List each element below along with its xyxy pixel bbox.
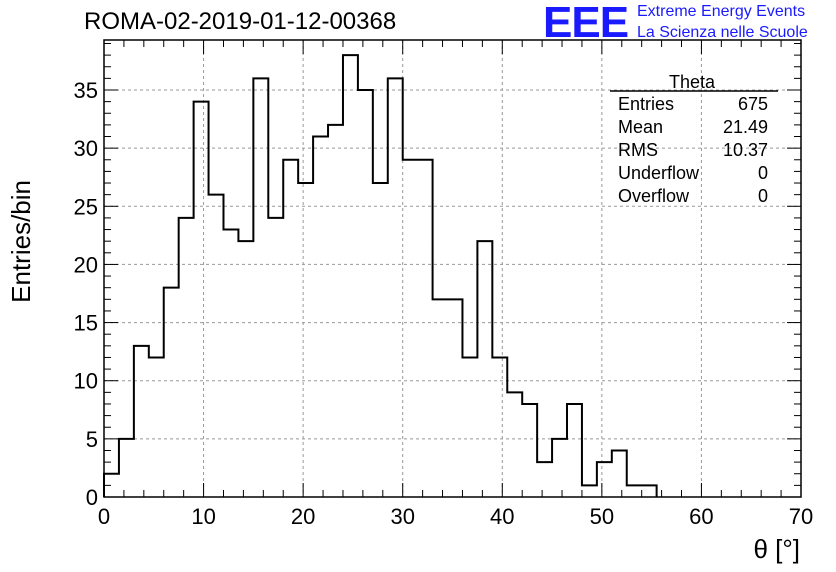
histogram-bin xyxy=(283,160,298,497)
stats-entries-value: 675 xyxy=(738,94,768,114)
histogram-bin xyxy=(507,392,522,497)
histogram-bin xyxy=(268,218,283,497)
histogram-outline xyxy=(103,54,658,497)
y-tick-label: 25 xyxy=(74,194,98,219)
stats-box-title: Theta xyxy=(669,72,716,92)
histogram-bin xyxy=(462,357,477,497)
histogram-bin xyxy=(477,241,492,497)
histogram-bin xyxy=(343,55,358,497)
tick-labels: 0 10 20 30 40 50 60 70 0 5 10 15 20 25 30 35 xyxy=(74,78,814,529)
histogram-bin xyxy=(104,474,119,497)
histogram-bin xyxy=(642,485,657,497)
histogram-bin xyxy=(194,102,209,497)
x-tick-label: 30 xyxy=(390,504,414,529)
x-axis-label: θ [°] xyxy=(753,534,800,564)
histogram-bin xyxy=(373,183,388,497)
histogram-bars xyxy=(103,54,658,497)
histogram-bin xyxy=(537,462,552,497)
histogram-bin xyxy=(388,78,403,497)
histogram-bin xyxy=(238,241,253,497)
y-tick-label: 20 xyxy=(74,252,98,277)
y-axis-label: Entries/bin xyxy=(6,180,36,303)
y-tick-label: 35 xyxy=(74,78,98,103)
histogram-bin xyxy=(597,462,612,497)
histogram-bin xyxy=(164,288,179,497)
x-tick-label: 70 xyxy=(789,504,813,529)
histogram-bin xyxy=(149,357,164,497)
histogram-bin xyxy=(119,439,134,497)
stats-overflow-label: Overflow xyxy=(618,186,690,206)
histogram-bin xyxy=(582,485,597,497)
stats-overflow-value: 0 xyxy=(758,186,768,206)
stats-mean-label: Mean xyxy=(618,117,663,137)
histogram-bin xyxy=(298,183,313,497)
x-tick-label: 40 xyxy=(490,504,514,529)
x-tick-label: 0 xyxy=(98,504,110,529)
x-tick-label: 50 xyxy=(590,504,614,529)
histogram-bin xyxy=(448,299,463,497)
x-tick-label: 10 xyxy=(191,504,215,529)
histogram-bin xyxy=(403,160,418,497)
histogram-bin xyxy=(313,137,328,497)
eee-org-name: Extreme Energy Events xyxy=(637,3,806,20)
histogram-bin xyxy=(223,230,238,497)
plot-frame xyxy=(103,39,802,498)
stats-entries-label: Entries xyxy=(618,94,674,114)
x-tick-label: 20 xyxy=(291,504,315,529)
axis-ticks xyxy=(103,40,802,498)
stats-box: Theta Entries 675 Mean 21.49 RMS 10.37 U… xyxy=(610,72,778,206)
histogram-bin xyxy=(567,404,582,497)
y-tick-label: 10 xyxy=(74,369,98,394)
y-tick-label: 0 xyxy=(86,485,98,510)
eee-org-subtitle: La Scienza nelle Scuole xyxy=(637,24,808,41)
x-tick-label: 60 xyxy=(689,504,713,529)
histogram-bin xyxy=(134,346,149,497)
histogram-bin xyxy=(328,125,343,497)
stats-mean-value: 21.49 xyxy=(723,117,768,137)
stats-rms-value: 10.37 xyxy=(723,140,768,160)
histogram-bin xyxy=(179,218,194,497)
histogram-bin xyxy=(418,160,433,497)
y-tick-label: 15 xyxy=(74,311,98,336)
y-tick-label: 30 xyxy=(74,136,98,161)
histogram-bin xyxy=(433,299,448,497)
title: ROMA-02-2019-01-12-00368 xyxy=(84,8,397,35)
histogram-bin xyxy=(612,450,627,497)
histogram-bin xyxy=(492,357,507,497)
y-tick-label: 5 xyxy=(86,427,98,452)
histogram-bin xyxy=(209,195,224,497)
histogram-bin xyxy=(552,439,567,497)
eee-logo: EEE xyxy=(543,0,629,47)
grid-lines xyxy=(104,40,801,497)
stats-rms-label: RMS xyxy=(618,140,658,160)
histogram-bin xyxy=(253,78,268,497)
stats-underflow-label: Underflow xyxy=(618,163,700,183)
histogram-bin xyxy=(358,90,373,497)
histogram-bin xyxy=(522,404,537,497)
stats-underflow-value: 0 xyxy=(758,163,768,183)
histogram-bin xyxy=(627,485,642,497)
